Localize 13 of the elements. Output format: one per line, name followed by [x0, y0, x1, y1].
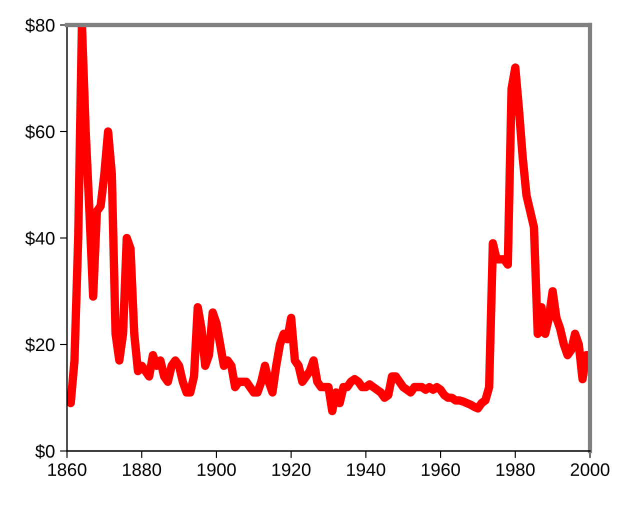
x-tick-label: 1900: [198, 463, 236, 476]
y-tick-label: $60: [25, 124, 54, 140]
x-tick-label: 1980: [496, 463, 535, 476]
x-tick-label: 1940: [347, 463, 386, 476]
y-tick-label: $40: [25, 231, 54, 246]
x-tick-label: 1880: [123, 463, 162, 476]
y-tick-label: $80: [25, 18, 54, 33]
x-tick-label: 1920: [272, 463, 311, 476]
y-tick-label: $0: [35, 444, 54, 459]
x-tick-label: 1860: [48, 463, 86, 476]
x-tick-label: 2000: [570, 463, 610, 476]
x-tick-label: 1960: [422, 463, 460, 476]
y-tick-label: $20: [25, 338, 54, 352]
